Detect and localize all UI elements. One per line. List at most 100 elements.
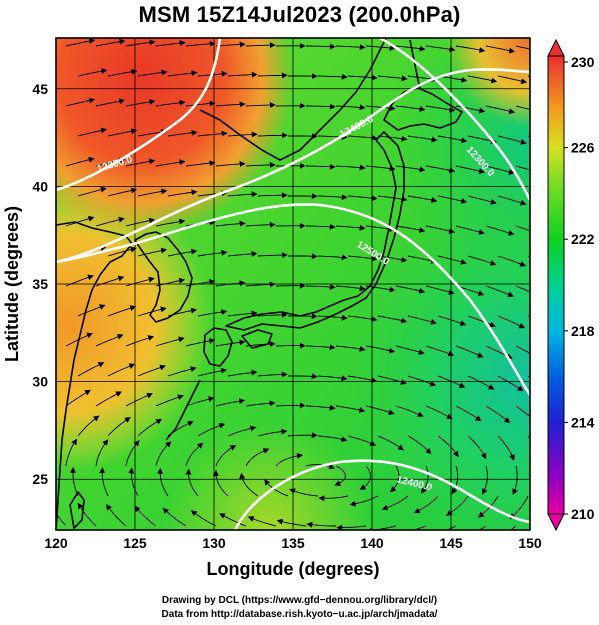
y-axis-ticks: 25 30 35 40 45	[32, 81, 48, 487]
x-axis-ticks: 120 125 130 135 140 145 150	[44, 535, 542, 551]
streamline-arrow	[407, 375, 437, 387]
streamline-arrow	[455, 45, 486, 53]
y-tick-label: 30	[32, 374, 48, 390]
streamline-arrow	[137, 69, 168, 77]
streamline-arrow	[190, 510, 217, 527]
streamline-arrow	[257, 252, 288, 258]
streamline-arrow	[377, 315, 408, 324]
x-axis-title: Longitude (degrees)	[206, 559, 379, 579]
coastline-china	[56, 221, 133, 530]
contour-12300-north	[56, 38, 222, 192]
streamline-arrow	[197, 309, 228, 317]
streamline-arrow	[365, 44, 396, 51]
streamline-arrow	[305, 463, 336, 469]
streamline-arrow	[377, 135, 408, 142]
colorbar-tick-label: 222	[571, 231, 595, 247]
streamline-arrow	[437, 255, 467, 265]
coastline-korea	[134, 231, 193, 323]
streamline-arrow	[257, 72, 288, 79]
streamline-arrow	[227, 250, 258, 257]
streamline-arrow	[317, 435, 348, 443]
streamline-arrow	[215, 41, 246, 48]
streamline-arrow	[137, 364, 166, 377]
streamline-arrow	[77, 502, 97, 527]
streamline-arrow	[509, 495, 529, 520]
streamline-arrow	[485, 45, 516, 54]
streamline-arrow	[77, 415, 100, 437]
streamline-arrow	[257, 371, 288, 378]
streamline-arrow	[245, 400, 276, 407]
y-axis-title: Latitude (degrees)	[2, 206, 22, 362]
x-tick-label: 150	[518, 535, 542, 551]
streamline-arrow	[275, 402, 306, 409]
streamlines	[56, 38, 530, 530]
streamline-arrow	[162, 507, 187, 527]
streamline-arrow	[95, 439, 109, 467]
streamline-arrow	[185, 100, 216, 107]
contour-12500	[56, 203, 530, 396]
streamline-arrow	[425, 105, 456, 113]
contour-12300-ne	[379, 38, 530, 201]
streamline-arrow	[515, 45, 530, 50]
streamline-arrow	[335, 44, 366, 51]
streamline-arrow	[185, 396, 215, 407]
streamline-arrow	[77, 127, 107, 137]
streamline-arrow	[95, 391, 122, 407]
streamline-arrow	[155, 394, 184, 407]
colorbar-scale	[547, 55, 565, 515]
streamline-arrow	[497, 315, 526, 329]
streamline-arrow	[107, 128, 138, 137]
streamline-arrow	[125, 335, 155, 347]
x-tick-label: 140	[360, 535, 384, 551]
streamline-arrow	[497, 195, 527, 206]
streamline-arrow	[305, 404, 336, 411]
credit-data: Data from http://database.rish.kyoto−u.a…	[161, 609, 438, 620]
streamline-arrow	[197, 130, 228, 137]
streamline-arrow	[377, 435, 405, 451]
streamline-arrow	[107, 417, 131, 437]
streamline-arrow	[155, 441, 172, 467]
streamline-arrow	[334, 465, 346, 486]
streamline-arrow	[125, 276, 155, 287]
y-tick-label: 40	[32, 178, 48, 194]
streamline-arrow	[227, 131, 258, 138]
streamline-arrow	[77, 304, 106, 317]
streamline-arrow	[107, 68, 138, 77]
streamline-arrow	[125, 158, 156, 167]
streamline-arrow	[467, 195, 497, 205]
streamline-arrow	[437, 315, 467, 326]
streamline-arrow	[197, 422, 226, 437]
x-tick-label: 120	[44, 535, 68, 551]
coastline-kyushu	[203, 327, 233, 367]
streamline-arrow	[437, 435, 459, 458]
map-title: MSM 15Z14Jul2023 (200.0hPa)	[138, 2, 461, 27]
streamline-arrow	[485, 405, 511, 424]
streamline-arrow	[413, 495, 439, 514]
colorbar-tick-label: 226	[571, 140, 595, 156]
streamline-arrow	[395, 45, 426, 52]
streamline-arrow	[455, 345, 484, 358]
colorbar-ticks: 230 226 222 218 214 210	[564, 54, 595, 522]
coastline-taiwan	[69, 491, 85, 529]
streamline-arrow	[485, 225, 515, 236]
streamline-arrow	[247, 516, 277, 527]
streamline-arrow	[497, 255, 527, 267]
streamline-arrow	[482, 465, 488, 495]
streamline-arrow	[167, 70, 198, 77]
streamline-arrow	[227, 71, 258, 78]
streamline-arrow	[467, 255, 497, 266]
streamline-arrow	[467, 315, 496, 328]
streamline-arrow	[335, 345, 366, 352]
streamline-arrow	[407, 135, 438, 143]
streamline-arrow	[215, 220, 246, 227]
streamline-arrow	[335, 405, 366, 413]
streamline-arrow	[219, 513, 247, 527]
streamline-arrow	[306, 103, 336, 110]
streamline-arrow	[317, 73, 348, 80]
streamline-arrow	[197, 249, 228, 257]
colorbar: 230 226 222 218 214 210	[547, 38, 595, 532]
streamline-arrow	[107, 246, 137, 257]
streamline-arrow	[317, 194, 348, 201]
streamline-arrow	[157, 467, 169, 497]
streamline-arrow	[77, 362, 105, 377]
